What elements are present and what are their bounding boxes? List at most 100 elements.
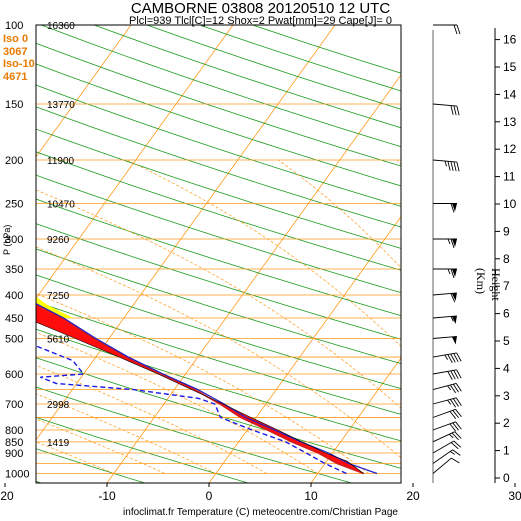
geopotential-label: 2998 [47,400,70,411]
wind-barb [432,292,457,303]
moist-adiabat [36,393,216,474]
barb-staff [432,103,457,107]
wind-barb [432,315,457,325]
geopotential-label: 1419 [47,438,70,449]
barb-half [444,354,449,360]
pressure-tick-label: 850 [5,437,23,449]
y-axis-label: P (hPa) [2,224,12,255]
height-tick-label: 15 [503,60,517,74]
barb-full [455,397,462,406]
barb-half [447,399,452,405]
dry-adiabat [36,106,401,228]
barb-full [447,371,453,380]
barb-staff [432,421,456,431]
barb-staff [432,440,455,454]
barb-staff [432,369,457,375]
geopotential-labels: 16360 13770 11900 10470 9260 7250 5610 2998 1419 [47,21,75,449]
chart-subtitle: Plcl=939 Tlcl[C]=12 Shox=2 Pwat[mm]=29 C… [128,15,393,27]
barb-half [447,238,451,245]
barb-full [451,457,460,464]
wind-barb [432,103,460,116]
dry-adiabat [36,301,401,415]
geopotential-label: 11900 [47,156,75,167]
barb-flag [451,336,457,345]
isotherm [36,25,132,158]
height-tick-label: 10 [503,197,517,211]
dry-adiabat [36,416,249,483]
dry-adiabat [36,174,401,294]
geopotential-label: 10470 [47,199,75,210]
barb-full [453,353,459,363]
height-tick-label: 1 [503,444,510,458]
plot-frame [35,24,402,484]
wind-barb [432,335,457,345]
iso-10-value: 4671 [3,71,28,83]
wind-barb [432,397,462,408]
barb-staff [432,408,456,418]
pressure-tick-label: 700 [5,399,23,411]
geopotential-label: 5610 [47,334,70,345]
wind-barb [433,24,461,35]
isotherm [36,25,336,441]
wind-barb [432,408,462,420]
barb-full [453,440,462,448]
pressure-tick-label: 100 [5,20,23,32]
dry-adiabat [36,386,352,483]
wind-barb [432,449,461,464]
geopotential-label: 7250 [47,291,70,302]
barb-full [452,410,459,419]
isotherm [310,357,401,483]
barb-staff [432,382,457,391]
wind-barb [432,352,462,364]
barb-full [456,161,460,172]
barb-full [450,203,455,213]
height-axis-label: Height (Km) [474,268,503,301]
chart-title: CAMBORNE 03808 20120510 12 UTC [130,0,391,17]
barb-flag [452,239,457,247]
x-tick-label: -20 [0,489,14,503]
barb-full [452,422,459,431]
barb-half [444,160,447,167]
pressure-tick-label: 150 [5,99,23,111]
isotherm [208,215,401,483]
pressure-tick-label: 500 [5,333,23,345]
pressure-tick-label: 800 [5,425,23,437]
dry-adiabat [36,151,401,271]
barb-staff [432,431,455,443]
dry-adiabat [36,274,401,390]
height-tick-label: 9 [503,224,510,238]
wind-barbs [432,24,462,483]
barb-full [455,383,462,392]
wind-barb [433,238,457,249]
barb-full [456,105,460,116]
barb-full [453,105,457,116]
iso-10-label: Iso-10 [3,58,35,70]
height-tick-label: 11 [503,170,516,184]
barb-staff [432,449,453,464]
barb-full [456,24,461,35]
barb-full [453,161,457,172]
wind-barb [432,421,462,432]
moist-adiabat [126,159,401,347]
pressure-tick-label: 200 [5,155,23,167]
height-tick-label: 2 [503,416,510,430]
barb-full [450,442,459,450]
barb-half [450,316,454,322]
pressure-tick-label: 250 [5,198,23,210]
barb-full [449,411,457,420]
barb-full [449,423,457,432]
iso-0-value: 3067 [3,46,28,58]
barb-full [455,421,462,430]
barb-half [449,451,455,455]
wind-barb [433,268,457,279]
barb-half [449,433,454,439]
height-tick-label: 0 [503,471,510,485]
wind-barb [432,382,462,394]
height-tick-label: 6 [503,307,510,321]
pressure-tick-label: 600 [5,369,23,381]
pressure-tick-label: 400 [5,290,23,302]
pressure-tick-label: 350 [5,264,23,276]
barb-full [453,370,459,379]
